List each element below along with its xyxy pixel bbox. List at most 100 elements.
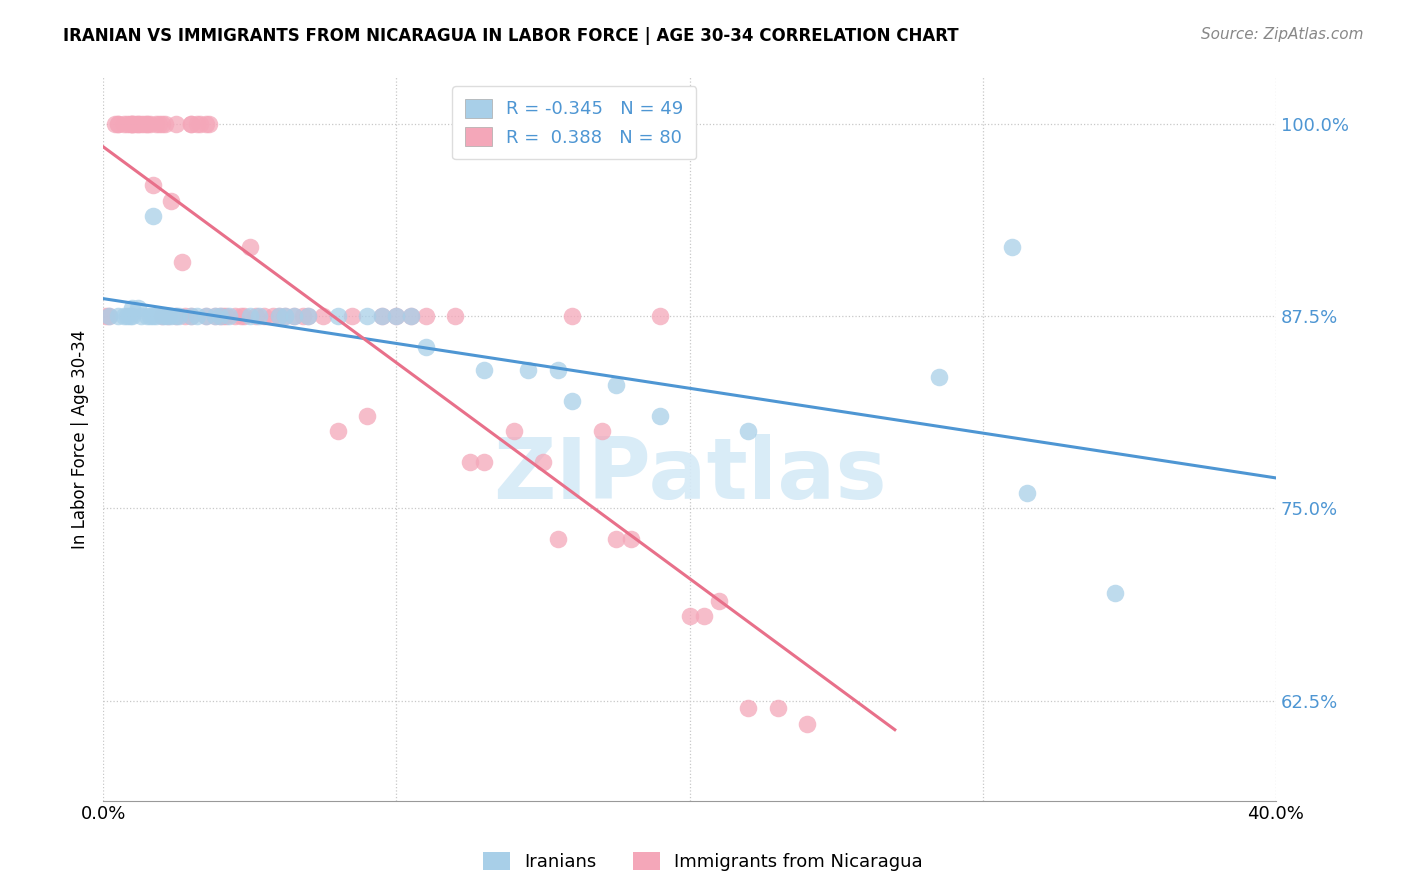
Point [245, 309, 267, 323]
Point [312, 309, 335, 323]
Point [291, 309, 314, 323]
Point [118, 117, 141, 131]
Point [928, 370, 950, 384]
Point [766, 701, 789, 715]
Point [297, 309, 319, 323]
Point [274, 309, 297, 323]
Point [169, 309, 191, 323]
Point [98, 309, 121, 323]
Point [267, 309, 290, 323]
Point [472, 455, 495, 469]
Point [107, 117, 129, 131]
Point [165, 309, 187, 323]
Point [212, 309, 235, 323]
Point [174, 309, 197, 323]
Point [127, 117, 149, 131]
Point [115, 309, 138, 323]
Point [204, 309, 226, 323]
Point [370, 309, 392, 323]
Point [239, 309, 262, 323]
Point [139, 117, 162, 131]
Point [283, 309, 305, 323]
Point [127, 301, 149, 316]
Point [124, 117, 146, 131]
Point [693, 609, 716, 624]
Point [209, 309, 232, 323]
Point [215, 309, 238, 323]
Point [1104, 586, 1126, 600]
Point [156, 309, 179, 323]
Point [591, 425, 613, 439]
Point [229, 309, 252, 323]
Point [121, 117, 143, 131]
Text: ZIPatlas: ZIPatlas [492, 434, 886, 516]
Point [232, 309, 254, 323]
Point [136, 309, 159, 323]
Point [209, 309, 232, 323]
Point [186, 309, 208, 323]
Point [121, 117, 143, 131]
Point [194, 117, 217, 131]
Point [150, 309, 173, 323]
Point [796, 716, 818, 731]
Point [415, 309, 437, 323]
Point [458, 455, 481, 469]
Point [356, 409, 378, 423]
Point [370, 309, 392, 323]
Point [253, 309, 276, 323]
Point [136, 117, 159, 131]
Point [127, 117, 149, 131]
Point [129, 117, 152, 131]
Point [98, 309, 121, 323]
Point [399, 309, 422, 323]
Y-axis label: In Labor Force | Age 30-34: In Labor Force | Age 30-34 [72, 329, 89, 549]
Point [153, 117, 176, 131]
Point [142, 178, 165, 193]
Point [172, 255, 194, 269]
Point [194, 309, 217, 323]
Point [239, 240, 262, 254]
Point [142, 209, 165, 223]
Point [262, 309, 284, 323]
Point [136, 117, 159, 131]
Point [267, 309, 290, 323]
Point [283, 309, 305, 323]
Point [547, 363, 569, 377]
Point [517, 363, 540, 377]
Point [104, 117, 127, 131]
Point [561, 393, 583, 408]
Point [165, 309, 187, 323]
Point [1001, 240, 1024, 254]
Point [650, 309, 672, 323]
Point [159, 194, 181, 208]
Point [737, 701, 759, 715]
Point [121, 309, 143, 323]
Point [385, 309, 408, 323]
Point [218, 309, 240, 323]
Point [274, 309, 297, 323]
Point [204, 309, 226, 323]
Point [1015, 486, 1038, 500]
Point [650, 409, 672, 423]
Point [153, 309, 176, 323]
Point [194, 309, 217, 323]
Point [112, 309, 135, 323]
Point [605, 532, 627, 546]
Point [737, 425, 759, 439]
Point [159, 309, 181, 323]
Text: IRANIAN VS IMMIGRANTS FROM NICARAGUA IN LABOR FORCE | AGE 30-34 CORRELATION CHAR: IRANIAN VS IMMIGRANTS FROM NICARAGUA IN … [63, 27, 959, 45]
Point [356, 309, 378, 323]
Legend: R = -0.345   N = 49, R =  0.388   N = 80: R = -0.345 N = 49, R = 0.388 N = 80 [453, 87, 696, 160]
Point [502, 425, 524, 439]
Point [118, 309, 141, 323]
Point [605, 378, 627, 392]
Point [150, 117, 173, 131]
Point [415, 340, 437, 354]
Point [180, 117, 202, 131]
Point [707, 593, 730, 607]
Point [94, 309, 117, 323]
Point [139, 309, 162, 323]
Point [297, 309, 319, 323]
Legend: Iranians, Immigrants from Nicaragua: Iranians, Immigrants from Nicaragua [475, 845, 931, 879]
Point [145, 309, 167, 323]
